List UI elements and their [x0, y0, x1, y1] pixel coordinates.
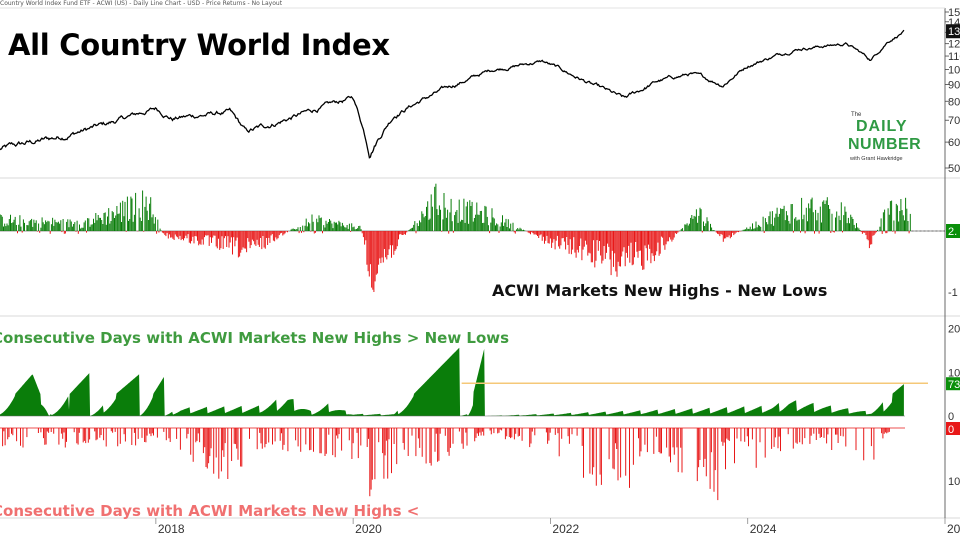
x-tick-label-4: 2026: [947, 522, 960, 536]
price-line: [0, 29, 905, 159]
price-tick-label-10: 150: [948, 7, 960, 19]
logo-daily: DAILY: [856, 118, 908, 135]
consecutive-neg-tick-label-0: 10: [948, 476, 960, 488]
x-tick-label-2: 2022: [552, 522, 579, 536]
logo-number: NUMBER: [848, 136, 922, 153]
consecutive-neg-last-label: 0: [948, 424, 954, 436]
price-last-label: 131: [948, 26, 960, 38]
price-last-badge: [946, 24, 960, 39]
panel-4-label: Consecutive Days with ACWI Markets New H…: [0, 502, 420, 520]
consecutive-last-badge: [946, 377, 960, 391]
price-tick-label-2: 70: [948, 115, 960, 127]
nhnl-last-badge: [946, 224, 960, 238]
consecutive-neg-last-badge: [946, 422, 960, 435]
logo-the: The: [851, 112, 862, 118]
daily-number-logo: The DAILY NUMBER with Grant Hawkridge: [848, 112, 948, 168]
new-highs-lows-panel: 2. -1: [0, 183, 960, 299]
nhnl-last-label: 2.: [948, 226, 957, 238]
price-tick-label-4: 90: [948, 80, 960, 92]
x-tick-label-0: 2018: [158, 522, 185, 536]
axes: 2018 2020 2022 2024 2026: [155, 518, 960, 536]
chart-title: All Country World Index: [8, 28, 390, 62]
price-tick-label-3: 80: [948, 96, 960, 108]
x-tick-label-1: 2020: [355, 522, 382, 536]
price-tick-label-6: 110: [948, 51, 960, 63]
x-tick-label-3: 2024: [750, 522, 777, 536]
consecutive-tick-label-0: 0: [948, 411, 954, 423]
consecutive-tick-label-1: 100: [948, 367, 960, 379]
consecutive-highs-area: [0, 347, 904, 416]
chart-description: Country World Index Fund ETF - ACWI (US)…: [0, 0, 283, 7]
consecutive-last-label: 73: [948, 379, 960, 391]
consecutive-tick-label-2: 200: [948, 324, 960, 336]
logo-with: with Grant Hawkridge: [850, 156, 903, 162]
price-tick-label-7: 120: [948, 39, 960, 51]
panel-3-label: Consecutive Days with ACWI Markets New H…: [0, 329, 510, 347]
consecutive-days-panel: 0 100 200 10 73 0: [0, 324, 960, 501]
panel-2-label: ACWI Markets New Highs - New Lows: [492, 281, 828, 300]
panel-frames: [0, 7, 960, 519]
price-panel: 5060708090100110120130140150131: [0, 7, 960, 175]
price-tick-label-5: 100: [948, 65, 960, 77]
price-tick-label-1: 60: [948, 137, 960, 149]
price-tick-label-0: 50: [948, 163, 960, 175]
nhnl-tick-label-0: -1: [948, 287, 958, 299]
